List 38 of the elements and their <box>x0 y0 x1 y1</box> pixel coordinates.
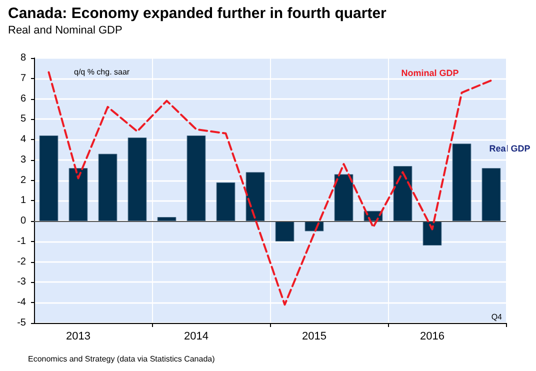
bar <box>128 138 147 222</box>
chart-title: Canada: Economy expanded further in fourth quarter <box>8 5 387 22</box>
bar <box>216 182 236 222</box>
bar <box>422 221 442 246</box>
y-tick-label: -4 <box>17 297 26 308</box>
y-tick-label: 7 <box>20 72 26 84</box>
y-tick-label: 8 <box>20 52 26 64</box>
bar <box>275 221 294 242</box>
y-tick-label: 0 <box>20 216 26 227</box>
y-tick-label: 3 <box>20 154 26 166</box>
y-tick-label: -1 <box>17 236 26 247</box>
bar <box>393 166 412 222</box>
y-tick-label: -5 <box>17 318 26 328</box>
bar <box>482 168 501 222</box>
bar <box>39 135 58 222</box>
y-tick-label: 1 <box>20 195 26 206</box>
x-tick-label: 2015 <box>302 330 326 342</box>
series-label: Nominal GDP <box>401 68 459 78</box>
y-axis-title: q/q % chg. saar <box>74 68 130 76</box>
bar <box>68 168 88 222</box>
text: Economics and Strategy (data via Statistics Canada) <box>28 354 216 364</box>
x-tick-label: 2013 <box>66 330 90 342</box>
chart-subtitle: Real and Nominal GDP <box>8 24 122 36</box>
y-tick-label: 6 <box>20 93 26 104</box>
x-tick-label: 2016 <box>420 330 444 342</box>
bar <box>452 144 472 222</box>
x-tick-label: 2014 <box>184 330 208 342</box>
y-tick-label: -3 <box>17 276 26 288</box>
bar <box>246 172 265 222</box>
bar <box>98 154 118 222</box>
y-tick-label: -2 <box>17 256 26 268</box>
y-tick-label: 5 <box>20 114 26 125</box>
y-tick-label: 2 <box>20 174 26 186</box>
bar <box>334 174 354 222</box>
annotation: Q4 <box>491 312 503 322</box>
y-tick-label: 4 <box>20 134 26 146</box>
bar <box>157 217 176 222</box>
bar <box>186 135 206 222</box>
